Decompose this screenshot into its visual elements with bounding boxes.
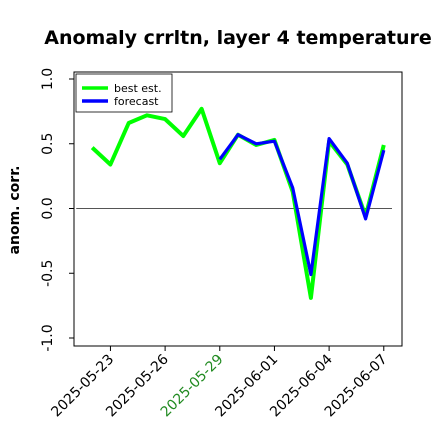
legend: best est. forecast bbox=[75, 73, 173, 113]
y-tick-label: 0.0 bbox=[40, 197, 56, 219]
y-axis: 1.0 0.5 0.0 -0.5 -1.0 bbox=[40, 68, 74, 352]
chart-title: Anomaly crrltn, layer 4 temperature bbox=[44, 27, 432, 49]
series-line-forecast bbox=[218, 133, 386, 277]
legend-box bbox=[75, 73, 173, 113]
legend-label-best-est: best est. bbox=[114, 82, 162, 95]
y-tick-label: 0.5 bbox=[40, 133, 56, 155]
series-layer bbox=[90, 106, 386, 300]
legend-label-forecast: forecast bbox=[114, 95, 159, 108]
x-axis: 2025-05-232025-05-262025-05-292025-06-01… bbox=[48, 346, 391, 420]
y-tick-label: 1.0 bbox=[40, 68, 56, 90]
y-tick-label: -0.5 bbox=[40, 260, 56, 287]
y-axis-label: anom. corr. bbox=[7, 166, 23, 255]
y-tick-label: -1.0 bbox=[40, 324, 56, 351]
